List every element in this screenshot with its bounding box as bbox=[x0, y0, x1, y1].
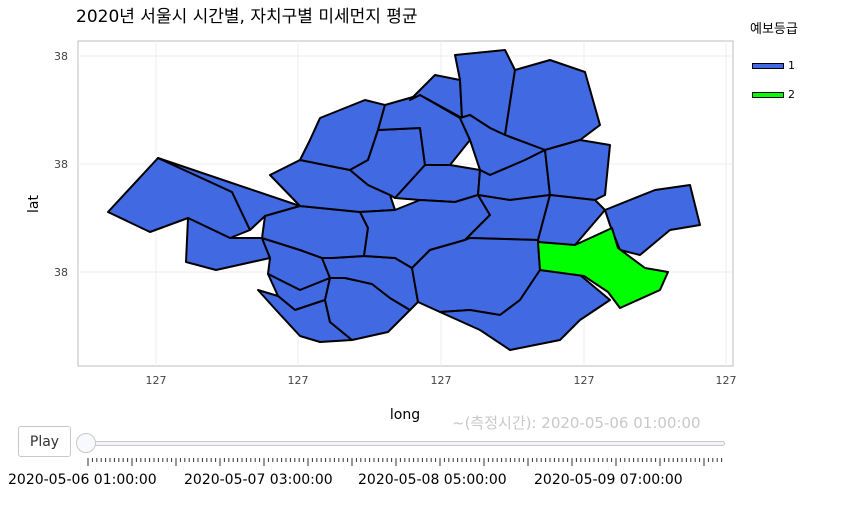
legend-label-2: 2 bbox=[788, 88, 795, 101]
y-tick-label: 38 bbox=[54, 158, 68, 171]
x-tick-label: 127 bbox=[146, 374, 167, 387]
x-tick-label: 127 bbox=[431, 374, 452, 387]
slider-handle[interactable] bbox=[76, 433, 96, 453]
slider-track[interactable] bbox=[84, 441, 725, 446]
y-tick-label: 38 bbox=[54, 50, 68, 63]
y-axis-label: lat bbox=[26, 195, 42, 213]
slider-step-label-1[interactable]: 2020-05-06 01:00:00 bbox=[8, 472, 157, 488]
x-tick-label: 127 bbox=[716, 374, 737, 387]
districts bbox=[107, 49, 701, 351]
district-grade-1[interactable] bbox=[544, 139, 611, 201]
x-axis-label: long bbox=[390, 407, 420, 423]
district-grade-2[interactable] bbox=[537, 227, 669, 309]
y-tick-label: 38 bbox=[54, 266, 68, 279]
legend-swatch-1 bbox=[752, 63, 784, 69]
slider-step-label-4[interactable]: 2020-05-09 07:00:00 bbox=[534, 472, 683, 488]
legend-label-1: 1 bbox=[788, 59, 795, 72]
district-grade-1[interactable] bbox=[439, 269, 611, 351]
x-tick-label: 127 bbox=[574, 374, 595, 387]
x-tick-label: 127 bbox=[288, 374, 309, 387]
slider-step-label-2[interactable]: 2020-05-07 03:00:00 bbox=[184, 472, 333, 488]
legend-title: 예보등급 bbox=[750, 22, 798, 37]
legend-item-2[interactable]: 2 bbox=[752, 88, 812, 104]
slider-step-label-3[interactable]: 2020-05-08 05:00:00 bbox=[358, 472, 507, 488]
chart-title: 2020년 서울시 시간별, 자치구별 미세먼지 평균 bbox=[76, 7, 418, 27]
current-frame-label: ~(측정시간): 2020-05-06 01:00:00 bbox=[452, 414, 701, 432]
legend-swatch-2 bbox=[752, 92, 784, 98]
legend-item-1[interactable]: 1 bbox=[752, 59, 812, 75]
play-button[interactable]: Play bbox=[18, 426, 71, 457]
axis-ticks: 127 127 127 127 127 38 38 38 bbox=[54, 50, 737, 387]
district-grade-1[interactable] bbox=[504, 59, 601, 151]
